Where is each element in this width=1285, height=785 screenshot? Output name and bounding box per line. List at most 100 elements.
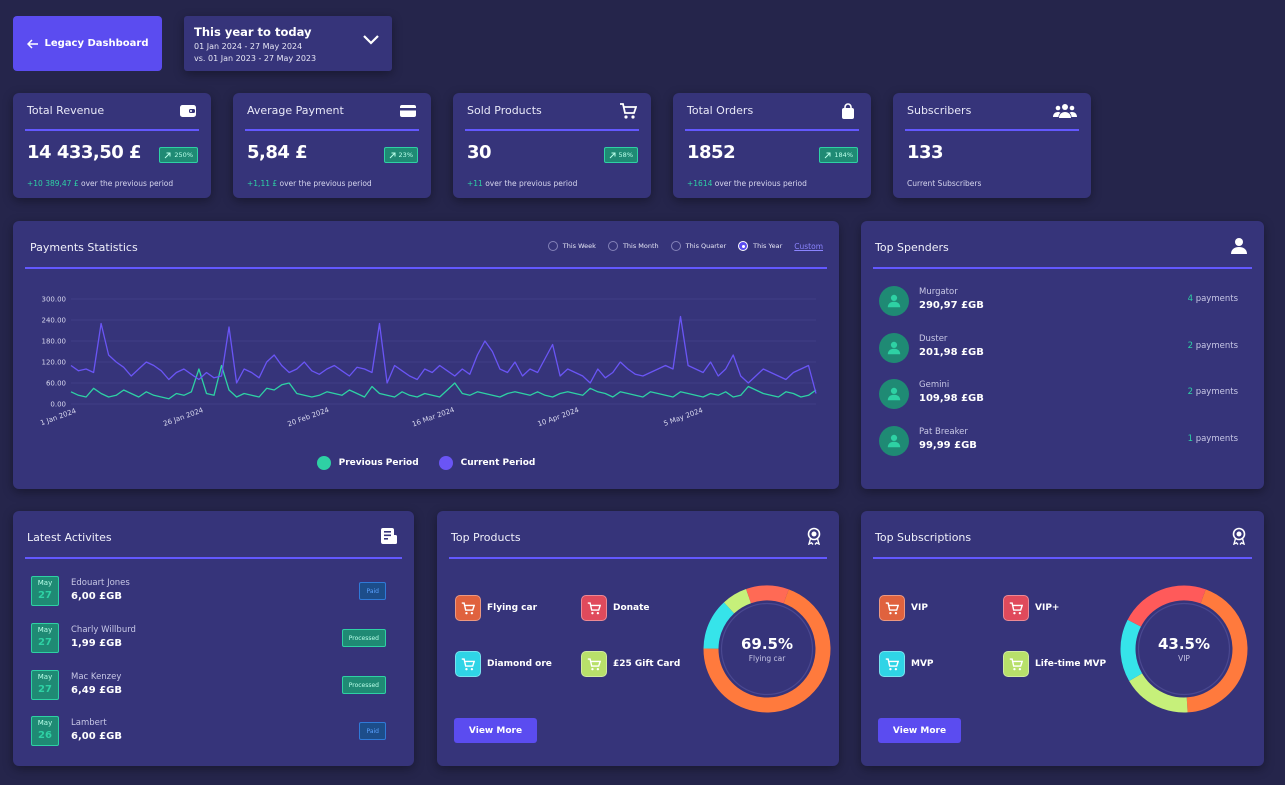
period-range: 01 Jan 2024 - 27 May 2024: [194, 42, 303, 51]
product-item[interactable]: Diamond ore: [455, 651, 552, 677]
top-products-panel: Top Products Flying car Donate Diamond o…: [437, 511, 839, 766]
spender-row[interactable]: Murgator 290,97 £GB 4 payments: [879, 282, 1238, 322]
spender-name: Murgator: [919, 287, 958, 297]
x-tick-label: 26 Jan 2024: [162, 406, 205, 428]
x-tick-label: 16 Mar 2024: [411, 406, 456, 429]
donut-center: 69.5% Flying car: [701, 583, 833, 715]
filter-this-year[interactable]: This Year: [738, 241, 782, 251]
subscription-item[interactable]: Life-time MVP: [1003, 651, 1106, 677]
y-tick-label: 0.00: [50, 401, 66, 409]
growth-badge: 250%: [159, 147, 198, 163]
date-day: 27: [38, 684, 52, 695]
activity-amount: 6,00 £GB: [71, 591, 122, 602]
view-more-button[interactable]: View More: [878, 718, 961, 743]
date-badge: May 26: [31, 716, 59, 746]
donut-label: Flying car: [748, 654, 786, 663]
spender-row[interactable]: Gemini 109,98 £GB 2 payments: [879, 375, 1238, 415]
legend-item-current[interactable]: Current Period: [438, 456, 535, 470]
growth-badge: 58%: [603, 147, 638, 163]
date-badge: May 27: [31, 576, 59, 606]
stat-delta: +10 389,47 £: [27, 179, 79, 188]
subscription-item[interactable]: MVP: [879, 651, 934, 677]
stat-value: 14 433,50 £: [27, 142, 142, 163]
period-title: This year to today: [194, 25, 312, 39]
spender-row[interactable]: Duster 201,98 £GB 2 payments: [879, 329, 1238, 369]
donut-inner-ring: [720, 602, 814, 696]
activity-row[interactable]: May 27 Mac Kenzey 6,49 £GB Processed: [31, 670, 386, 708]
period-selector[interactable]: This year to today 01 Jan 2024 - 27 May …: [184, 16, 392, 71]
x-tick-label: 1 Jan 2024: [39, 407, 77, 428]
stat-card-subscribers: Subscribers 133 Current Subscribers: [893, 93, 1091, 198]
date-day: 26: [38, 730, 52, 741]
product-item[interactable]: Donate: [581, 595, 650, 621]
activity-row[interactable]: May 27 Charly Willburd 1,99 £GB Processed: [31, 623, 386, 661]
chevron-down-icon[interactable]: [362, 34, 380, 46]
stat-delta-suffix: over the previous period: [277, 179, 372, 188]
payment-count: 4: [1187, 294, 1193, 304]
payment-label: payments: [1193, 341, 1238, 351]
spender-payments: 1 payments: [1188, 434, 1238, 444]
activity-row[interactable]: May 27 Edouart Jones 6,00 £GB Paid: [31, 576, 386, 614]
payment-label: payments: [1193, 294, 1238, 304]
status-badge: Paid: [359, 582, 386, 600]
view-more-button[interactable]: View More: [454, 718, 537, 743]
filter-this-month[interactable]: This Month: [607, 241, 659, 251]
user-icon: [887, 387, 901, 401]
filter-this-week[interactable]: This Week: [547, 241, 596, 251]
stat-delta: +1614: [687, 179, 713, 188]
spender-payments: 2 payments: [1188, 341, 1238, 351]
current-period-line: [70, 315, 817, 394]
y-tick-label: 120.00: [42, 359, 67, 367]
donut-segment: [703, 585, 831, 713]
activity-name: Mac Kenzey: [71, 672, 122, 682]
custom-range-link[interactable]: Custom: [794, 241, 823, 251]
panel-title: Latest Activites: [27, 531, 112, 544]
activity-row[interactable]: May 26 Lambert 6,00 £GB Paid: [31, 716, 386, 754]
card-divider: [873, 557, 1252, 559]
y-tick-label: 180.00: [42, 338, 67, 346]
product-item[interactable]: £25 Gift Card: [581, 651, 680, 677]
activity-amount: 6,00 £GB: [71, 731, 122, 742]
avatar: [879, 426, 909, 456]
trend-up-icon: [165, 152, 171, 158]
panel-title: Payments Statistics: [30, 241, 138, 254]
previous-period-line: [70, 364, 817, 400]
date-month: May: [37, 719, 53, 727]
date-badge: May 27: [31, 670, 59, 700]
stat-value: 5,84 £: [247, 142, 308, 163]
panel-title: Top Subscriptions: [875, 531, 972, 544]
payments-statistics-panel: Payments Statistics This Week This Month…: [13, 221, 839, 489]
cart-icon: [581, 651, 607, 677]
subscription-item[interactable]: VIP+: [1003, 595, 1059, 621]
legacy-dashboard-button[interactable]: Legacy Dashboard: [13, 16, 162, 71]
stat-delta: +11: [467, 179, 483, 188]
subscription-label: VIP: [911, 603, 928, 613]
card-divider: [25, 267, 827, 269]
card-divider: [25, 557, 402, 559]
filter-this-quarter[interactable]: This Quarter: [670, 241, 726, 251]
legend-dot: [438, 456, 453, 470]
subscription-item[interactable]: VIP: [879, 595, 928, 621]
legend-item-previous[interactable]: Previous Period: [316, 456, 419, 470]
legacy-dashboard-label: Legacy Dashboard: [44, 38, 149, 49]
arrow-left-icon: [26, 38, 38, 49]
radio-selected-icon: [738, 241, 749, 251]
chart-legend: Previous Period Current Period: [13, 456, 839, 470]
date-month: May: [37, 673, 53, 681]
stat-title: Total Revenue: [27, 104, 105, 117]
product-item[interactable]: Flying car: [455, 595, 537, 621]
stat-card-average-payment: Average Payment 5,84 £ 23% +1,11 £ over …: [233, 93, 431, 198]
payment-count: 1: [1187, 434, 1193, 444]
stat-value: 133: [907, 142, 944, 163]
donut-center: 43.5% VIP: [1118, 583, 1250, 715]
spender-payments: 2 payments: [1188, 387, 1238, 397]
spender-amount: 201,98 £GB: [919, 347, 984, 358]
spender-row[interactable]: Pat Breaker 99,99 £GB 1 payments: [879, 422, 1238, 462]
card-divider: [905, 129, 1079, 131]
stat-footnote: Current Subscribers: [907, 179, 982, 188]
subscription-label: Life-time MVP: [1035, 659, 1107, 669]
activity-name: Charly Willburd: [71, 625, 136, 635]
radio-icon: [607, 241, 618, 251]
growth-value: 23%: [398, 151, 413, 159]
date-day: 27: [38, 637, 52, 648]
